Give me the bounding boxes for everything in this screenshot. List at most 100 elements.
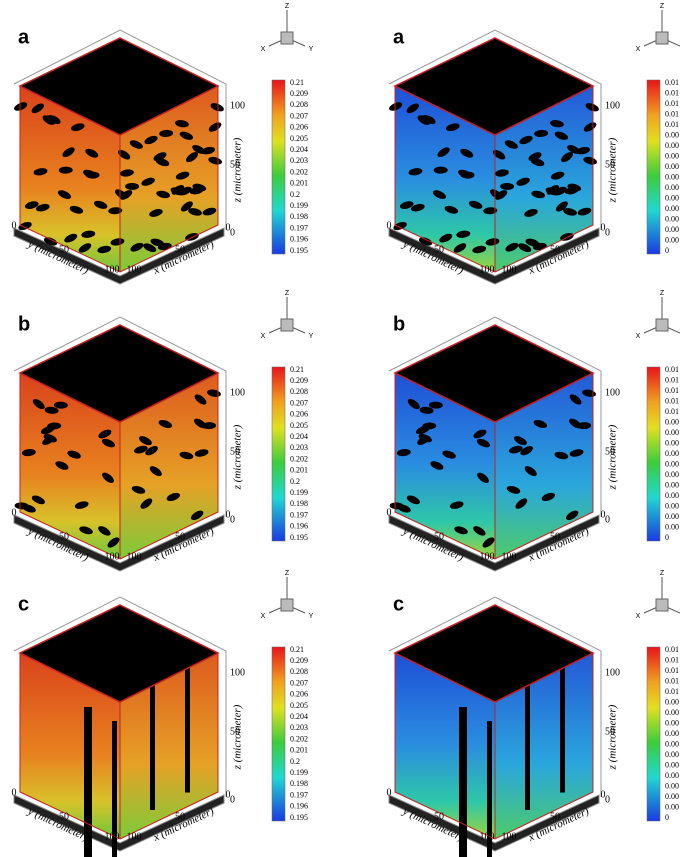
inclusion: [102, 472, 114, 483]
y-tick-label: 50: [434, 244, 444, 255]
y-tick-label: 100: [105, 831, 120, 842]
inclusion: [174, 120, 189, 128]
panel-label: a: [393, 26, 405, 48]
inclusion: [550, 171, 565, 180]
colorbar-label: 0.00: [665, 739, 679, 748]
colorbar-label: 0: [665, 813, 669, 822]
triad-label: X: [261, 46, 266, 53]
x-tick-label: 50: [550, 811, 560, 822]
x-tick-label: 50: [175, 811, 185, 822]
colorbar-label: 0.209: [290, 376, 308, 385]
cube-frame: [388, 596, 602, 797]
inclusion: [577, 422, 592, 430]
inclusion: [585, 103, 599, 112]
inclusion: [67, 450, 81, 459]
inclusion: [500, 182, 515, 190]
z-tick-label: 50: [230, 726, 240, 737]
y-tick-label: 100: [480, 551, 495, 562]
z-axis-label: z (micrometer): [607, 424, 619, 490]
colorbar-label: 0.206: [290, 690, 308, 699]
colorbar-label: 0.205: [290, 134, 308, 143]
y-tick-label: 0: [12, 507, 17, 518]
x-tick-label: 50: [550, 244, 560, 255]
inclusion: [140, 498, 153, 509]
colorbar-label: 0.00: [665, 522, 679, 531]
z-tick-label: 50: [230, 446, 240, 457]
colorbar-label: 0.01: [665, 645, 679, 654]
inclusion: [153, 152, 167, 162]
inclusion: [21, 449, 36, 457]
colorbar-label: 0.209: [290, 656, 308, 665]
inclusion: [483, 207, 498, 215]
inclusion: [428, 401, 443, 409]
panel-label: b: [18, 313, 30, 335]
x-tick-label: 100: [502, 264, 517, 275]
z-tick-label: 50: [605, 159, 615, 170]
triad-label: Z: [285, 570, 290, 577]
z-tick-label: 100: [605, 100, 620, 111]
colorbar-label: 0.00: [665, 204, 679, 213]
inclusion: [545, 187, 560, 196]
inclusion: [85, 148, 99, 158]
y-tick-label: 50: [434, 811, 444, 822]
inclusion: [74, 501, 89, 509]
inclusion: [516, 177, 530, 186]
x-tick-label: 50: [175, 531, 185, 542]
inclusion: [476, 438, 491, 448]
colorbar-label: 0.201: [290, 466, 308, 475]
colorbar-label: 0.00: [665, 792, 679, 801]
inclusion: [460, 148, 474, 158]
z-axis-label: z (micrometer): [607, 137, 619, 203]
inclusion: [583, 156, 598, 165]
inclusion: [442, 450, 456, 459]
inclusion: [141, 177, 155, 186]
inclusion: [563, 208, 577, 216]
inclusion: [149, 208, 163, 217]
inclusion: [430, 461, 444, 470]
inclusion: [518, 243, 532, 253]
fiber: [525, 660, 530, 810]
inclusion: [175, 171, 190, 180]
cube-base: [388, 794, 600, 852]
colorbar-label: 0.00: [665, 214, 679, 223]
y-tick-label: 100: [105, 551, 120, 562]
right-face: [495, 653, 593, 839]
triad-label: X: [636, 613, 641, 620]
inclusion: [554, 451, 569, 460]
fiber: [185, 642, 190, 793]
inclusion: [108, 207, 123, 215]
inclusion: [576, 146, 590, 155]
inclusion: [416, 425, 430, 435]
z-tick-label: 100: [230, 100, 245, 111]
orientation-triad: Z X Y: [261, 3, 314, 53]
colorbar-label: 0.207: [290, 678, 308, 687]
colorbar-label: 0.00: [665, 750, 679, 759]
colorbar-label: 0.203: [290, 156, 308, 165]
colorbar-label: 0.01: [665, 120, 679, 129]
inclusion: [145, 446, 158, 456]
colorbar-label: 0.21: [290, 645, 304, 654]
inclusion: [130, 242, 144, 252]
y-tick-label: 50: [59, 244, 69, 255]
z-tick-label: 0: [605, 794, 610, 805]
colorbar-label: 0.21: [290, 365, 304, 374]
inclusion: [107, 537, 120, 548]
y-tick-label: 0: [387, 220, 392, 231]
inclusion: [582, 389, 596, 397]
inclusion: [439, 233, 453, 243]
inclusion: [458, 169, 472, 178]
y-tick-label: 50: [59, 811, 69, 822]
colorbar-label: 0.199: [290, 488, 308, 497]
z-tick-label: 0: [230, 514, 235, 525]
cube-frame: [13, 29, 227, 230]
colorbar: [271, 79, 286, 255]
inclusion: [149, 466, 162, 477]
inclusion: [410, 203, 425, 212]
colorbar-label: 0.00: [665, 130, 679, 139]
inclusion: [134, 445, 148, 454]
inclusion: [531, 190, 546, 199]
inclusion: [190, 510, 204, 521]
y-tick-label: 0: [387, 507, 392, 518]
